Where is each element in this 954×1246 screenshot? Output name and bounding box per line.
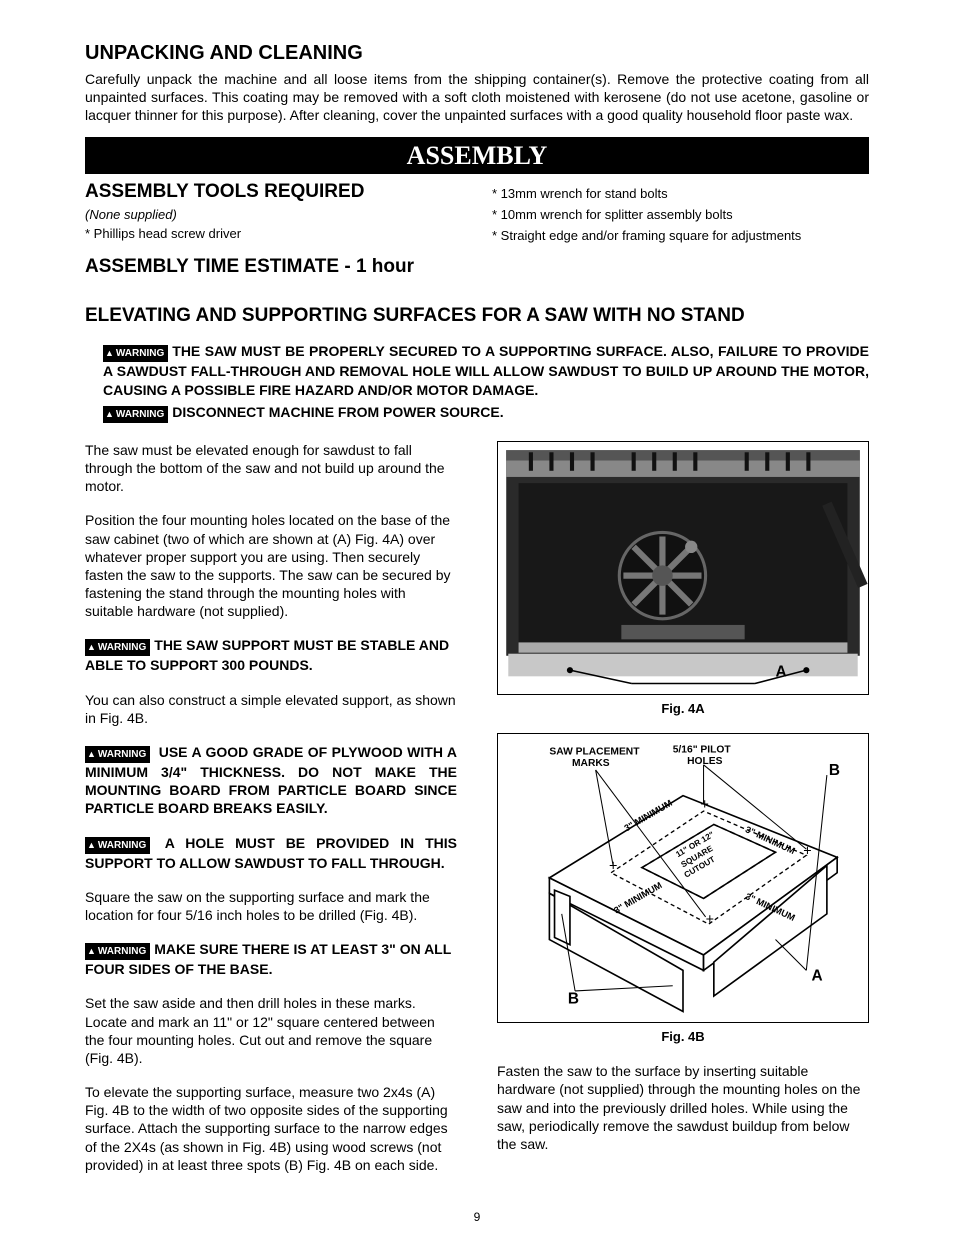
section-text: Carefully unpack the machine and all loo… bbox=[85, 70, 869, 125]
svg-text:A: A bbox=[775, 663, 786, 680]
svg-text:B: B bbox=[829, 763, 840, 780]
warning-icon: WARNING bbox=[85, 943, 150, 960]
body-text: Set the saw aside and then drill holes i… bbox=[85, 994, 457, 1067]
body-text: The saw must be elevated enough for sawd… bbox=[85, 441, 457, 496]
tools-right-list: * 13mm wrench for stand bolts * 10mm wre… bbox=[492, 186, 869, 245]
body-text: Square the saw on the supporting surface… bbox=[85, 888, 457, 924]
svg-text:HOLES: HOLES bbox=[687, 756, 723, 767]
tools-left-list: * Phillips head screw driver bbox=[85, 226, 462, 243]
warning-text: DISCONNECT MACHINE FROM POWER SOURCE. bbox=[172, 404, 503, 420]
svg-text:A: A bbox=[811, 968, 822, 985]
tools-title: ASSEMBLY TOOLS REQUIRED bbox=[85, 180, 462, 205]
warning-block: WARNINGTHE SAW SUPPORT MUST BE STABLE AN… bbox=[85, 636, 457, 674]
svg-text:+: + bbox=[706, 913, 714, 929]
warning-icon: WARNING bbox=[85, 746, 150, 763]
list-item: * Straight edge and/or framing square fo… bbox=[492, 228, 869, 245]
warning-icon: WARNING bbox=[85, 639, 150, 656]
figure-4a: A bbox=[497, 441, 869, 695]
list-item: * Phillips head screw driver bbox=[85, 226, 462, 243]
body-text: You can also construct a simple elevated… bbox=[85, 691, 457, 727]
fig4b-caption: Fig. 4B bbox=[497, 1029, 869, 1046]
warning-block: WARNINGMAKE SURE THERE IS AT LEAST 3" ON… bbox=[85, 940, 457, 978]
warning-icon: WARNING bbox=[103, 345, 168, 362]
body-text: Position the four mounting holes located… bbox=[85, 511, 457, 620]
svg-text:MARKS: MARKS bbox=[572, 758, 610, 769]
svg-text:B: B bbox=[568, 991, 579, 1008]
warning-icon: WARNING bbox=[85, 837, 150, 854]
warning-block: WARNING USE A GOOD GRADE OF PLYWOOD WITH… bbox=[85, 743, 457, 818]
time-estimate: ASSEMBLY TIME ESTIMATE - 1 hour bbox=[85, 255, 869, 280]
figure-4b: + + + + 3" MINIMUM bbox=[497, 733, 869, 1023]
warning-icon: WARNING bbox=[103, 406, 168, 423]
list-item: * 13mm wrench for stand bolts bbox=[492, 186, 869, 203]
svg-text:+: + bbox=[609, 859, 617, 875]
svg-text:+: + bbox=[803, 844, 811, 860]
svg-text:+: + bbox=[700, 797, 708, 813]
warning-block: WARNINGTHE SAW MUST BE PROPERLY SECURED … bbox=[103, 342, 869, 398]
warning-text: THE SAW MUST BE PROPERLY SECURED TO A SU… bbox=[103, 343, 869, 397]
svg-text:SAW PLACEMENT: SAW PLACEMENT bbox=[549, 747, 640, 758]
fig4a-caption: Fig. 4A bbox=[497, 701, 869, 718]
page-number: 9 bbox=[85, 1210, 869, 1226]
warning-block: WARNING A HOLE MUST BE PROVIDED IN THIS … bbox=[85, 834, 457, 872]
body-text: To elevate the supporting surface, measu… bbox=[85, 1083, 457, 1174]
tools-note: (None supplied) bbox=[85, 207, 462, 224]
body-text: Fasten the saw to the surface by inserti… bbox=[497, 1062, 869, 1153]
svg-text:5/16" PILOT: 5/16" PILOT bbox=[673, 745, 732, 756]
list-item: * 10mm wrench for splitter assembly bolt… bbox=[492, 207, 869, 224]
section2-title: ELEVATING AND SUPPORTING SURFACES FOR A … bbox=[85, 304, 869, 329]
assembly-banner: ASSEMBLY bbox=[85, 137, 869, 175]
warning-block: WARNINGDISCONNECT MACHINE FROM POWER SOU… bbox=[103, 403, 869, 423]
section-title: UNPACKING AND CLEANING bbox=[85, 40, 869, 66]
